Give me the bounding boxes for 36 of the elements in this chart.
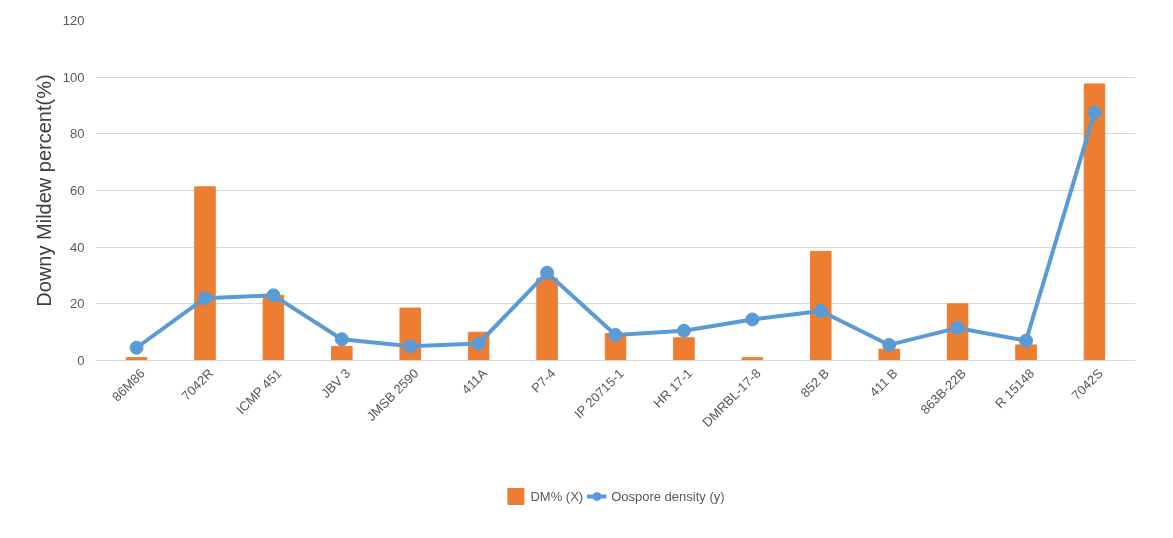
point	[1087, 105, 1102, 120]
bar	[331, 345, 353, 361]
point	[813, 303, 828, 318]
point	[403, 339, 418, 354]
y-tick-label: 120	[62, 13, 85, 28]
x-tick-label: HR 17-1	[650, 365, 696, 411]
point	[608, 328, 623, 342]
legend-label: DM% (X)	[530, 488, 584, 504]
y-tick-label: 40	[70, 239, 85, 255]
point	[266, 288, 281, 303]
y-tick-label: 60	[70, 183, 85, 198]
point	[540, 265, 555, 280]
legend-label: Oospore density (y)	[611, 488, 725, 504]
point	[1019, 333, 1034, 348]
x-tick-label: JBV 3	[317, 365, 354, 401]
point	[676, 323, 691, 338]
bar	[741, 357, 764, 361]
y-axis-title: Downy Mildew percent(%)	[32, 74, 55, 307]
bar	[194, 186, 216, 361]
bar	[673, 337, 695, 361]
y-tick-label: 100	[62, 69, 85, 85]
point	[745, 312, 760, 327]
bar	[810, 250, 832, 361]
point	[129, 340, 144, 355]
bar	[536, 277, 558, 361]
x-tick-label: 852 B	[797, 365, 833, 401]
y-tick-label: 80	[70, 126, 85, 142]
x-tick-label: 411 B	[866, 365, 901, 400]
point	[882, 337, 897, 352]
y-tick-label: 0	[77, 353, 85, 368]
point	[197, 291, 212, 306]
bar	[262, 294, 285, 361]
bar	[1083, 83, 1106, 361]
bar	[1015, 344, 1037, 361]
y-tick-label: 20	[70, 296, 85, 312]
point	[334, 332, 349, 347]
